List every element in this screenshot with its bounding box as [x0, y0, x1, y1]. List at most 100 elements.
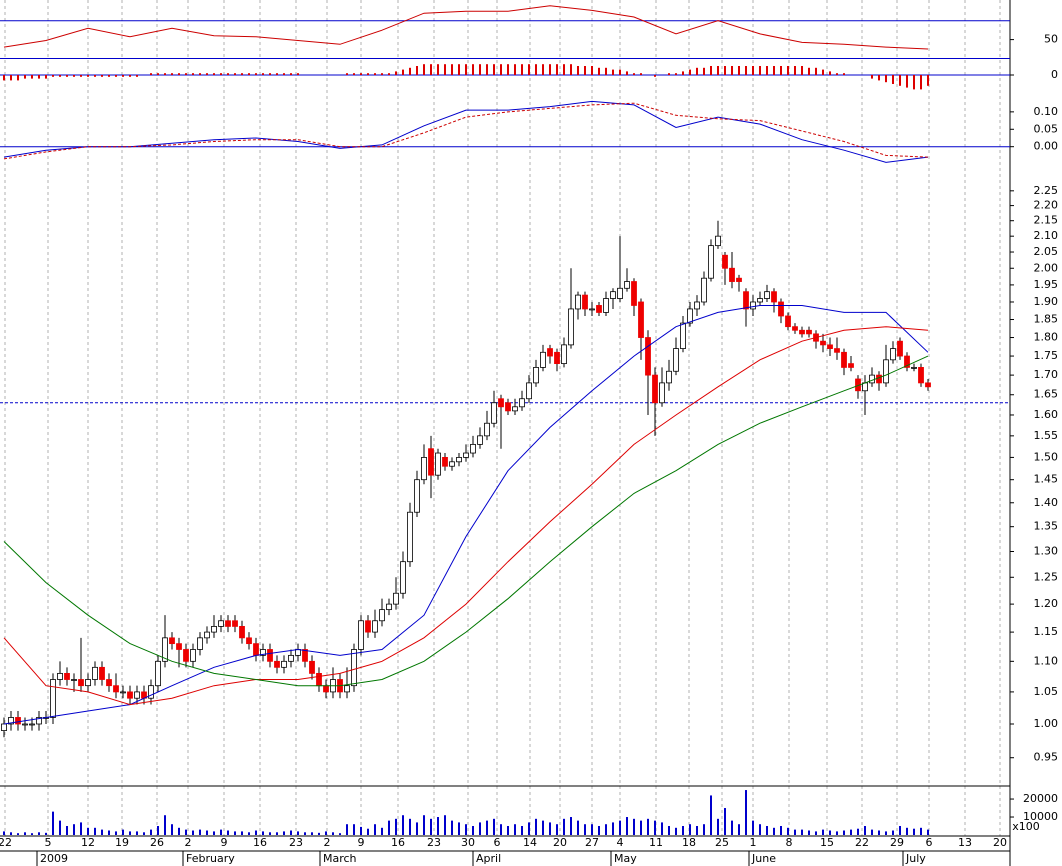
day-label: 29: [890, 836, 904, 849]
bar: [17, 75, 19, 81]
candle-body: [757, 298, 763, 303]
candle-body: [736, 277, 742, 282]
bar: [262, 831, 264, 835]
bar: [556, 64, 558, 75]
bar: [808, 67, 810, 75]
bar: [514, 824, 516, 835]
bar: [605, 67, 607, 75]
bar: [745, 66, 747, 75]
day-label: 2: [185, 836, 192, 849]
bar: [143, 832, 145, 835]
candle-body: [624, 281, 630, 289]
month-label: February: [186, 852, 235, 865]
bar: [269, 832, 271, 835]
bar: [199, 829, 201, 835]
bar: [717, 66, 719, 75]
candle-body: [589, 308, 595, 311]
candle-body: [918, 367, 924, 384]
bar: [290, 830, 292, 835]
day-label: 22: [855, 836, 869, 849]
bar: [353, 824, 355, 835]
candle-body: [561, 344, 567, 365]
candle-body: [806, 329, 812, 335]
bar: [640, 820, 642, 835]
bar: [416, 822, 418, 835]
candle-body: [848, 363, 854, 368]
y-tick-label: 0.00: [1034, 140, 1059, 153]
bar: [318, 832, 320, 835]
bar: [199, 73, 201, 75]
candle-body: [365, 620, 371, 633]
bar: [59, 75, 61, 77]
y-tick-label: 1.10: [1034, 654, 1059, 667]
bar: [423, 64, 425, 75]
bar: [612, 69, 614, 75]
bar: [521, 64, 523, 75]
candle-body: [715, 235, 721, 247]
candle-body: [680, 322, 686, 349]
candle-body: [225, 620, 231, 627]
bar: [430, 64, 432, 75]
candle-body: [414, 479, 420, 513]
bar: [500, 64, 502, 75]
bar: [885, 75, 887, 83]
day-label: 22: [0, 836, 12, 849]
candle-body: [477, 435, 483, 445]
candle-body: [729, 267, 735, 282]
bar: [808, 830, 810, 835]
bar: [227, 73, 229, 75]
candle-body: [890, 348, 896, 361]
bar: [703, 67, 705, 75]
bar: [178, 73, 180, 75]
bar: [346, 73, 348, 75]
candle-body: [57, 672, 63, 680]
bar: [290, 73, 292, 75]
candle-body: [400, 561, 406, 594]
bar: [45, 832, 47, 835]
bar: [892, 830, 894, 835]
bar: [297, 73, 299, 75]
candle-body: [281, 660, 287, 668]
candle-body: [526, 382, 532, 400]
y-tick-label: 50: [1044, 33, 1058, 46]
bar: [521, 826, 523, 835]
bar: [24, 832, 26, 835]
bar: [528, 64, 530, 75]
bar: [871, 829, 873, 835]
candle-body: [302, 649, 308, 662]
bar: [752, 820, 754, 835]
candle-body: [463, 452, 469, 458]
bar: [780, 66, 782, 75]
bar: [892, 75, 894, 84]
bar: [829, 71, 831, 75]
day-label: 4: [617, 836, 624, 849]
bar: [381, 73, 383, 75]
bar: [157, 826, 159, 835]
bar: [395, 71, 397, 75]
bar: [458, 64, 460, 75]
y-tick-label: 1.55: [1034, 429, 1059, 442]
day-label: 18: [682, 836, 696, 849]
candle-body: [288, 654, 294, 662]
y-tick-label: 1.40: [1034, 496, 1059, 509]
bar: [73, 75, 75, 77]
bar: [472, 826, 474, 835]
bar: [493, 818, 495, 835]
bar: [731, 820, 733, 835]
bar: [220, 829, 222, 835]
bar: [80, 822, 82, 835]
candle-body: [708, 245, 714, 279]
candle-body: [351, 649, 357, 687]
day-label: 26: [150, 836, 164, 849]
candle-body: [267, 649, 273, 662]
y-tick-label: 1.30: [1034, 544, 1059, 557]
bar: [801, 829, 803, 835]
day-label: 5: [45, 836, 52, 849]
y-tick-label: 10000: [1023, 810, 1058, 823]
bar: [108, 830, 110, 835]
bar: [430, 818, 432, 835]
bar: [759, 824, 761, 835]
indicator-line: [3, 5, 929, 50]
candle-body: [582, 294, 588, 310]
bar: [241, 831, 243, 835]
